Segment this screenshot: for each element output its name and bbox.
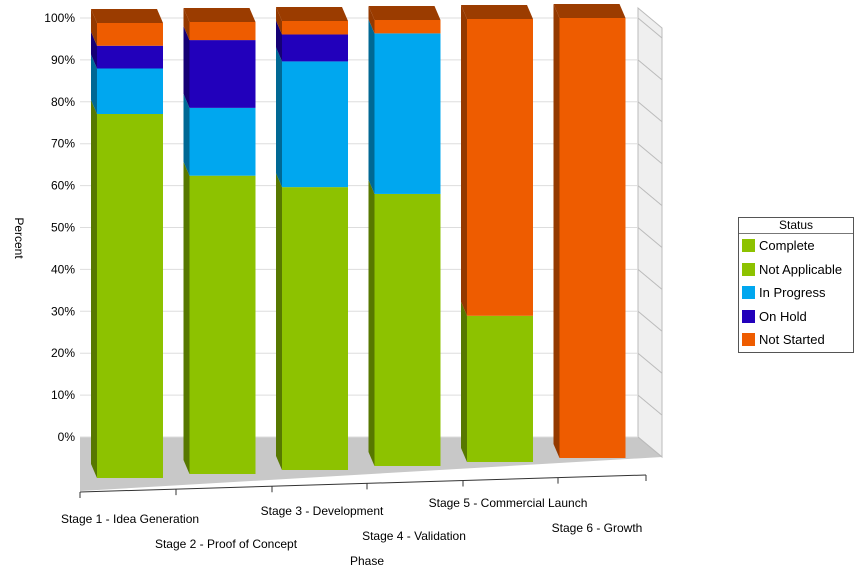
legend-swatch <box>742 239 755 253</box>
x-axis-line <box>79 474 647 493</box>
bar-segment: Stage 1 - Idea Generation — Not Started:… <box>97 23 163 46</box>
legend-label: In Progress <box>759 285 826 301</box>
legend-item-in-progress: In Progress <box>739 281 853 305</box>
bar-side <box>368 19 375 194</box>
bar-top <box>183 8 256 22</box>
x-axis-ticks: Stage 1 - Idea Generation Stage 2 - Proof… <box>61 475 647 551</box>
y-tick-label: 10% <box>51 388 75 402</box>
y-axis-label: Percent <box>12 217 26 259</box>
legend-label: Not Started <box>759 332 825 348</box>
bar-segment: Stage 2 - Proof of Concept — On Hold: 15… <box>189 40 256 108</box>
bar-segment: Stage 2 - Proof of Concept — Not Started… <box>189 22 256 41</box>
y-tick-label: 40% <box>51 262 75 276</box>
bar-segment: Stage 4 - Validation — Not Started: 3% <box>374 20 441 34</box>
legend-item-not-started: Not Started <box>739 328 853 352</box>
y-tick-label: 70% <box>51 137 75 151</box>
gridlines <box>80 17 663 458</box>
bar-side <box>461 301 467 462</box>
bar-side <box>368 179 375 466</box>
bar-segment: Stage 2 - Proof of Concept — In Progress… <box>189 107 256 176</box>
x-tick-label: Stage 5 - Commercial Launch <box>429 496 588 510</box>
y-tick-label: 20% <box>51 346 75 360</box>
legend-item-not-applicable: Not Applicable <box>739 258 853 282</box>
bar-segment: Stage 1 - Idea Generation — Not Applicab… <box>97 114 163 478</box>
bar-segment: Stage 3 - Development — In Progress: 28% <box>282 61 348 188</box>
bar-segment: Stage 1 - Idea Generation — In Progress:… <box>97 68 163 114</box>
legend-swatch <box>742 286 755 300</box>
y-tick-label: 30% <box>51 304 75 318</box>
bar-segment: Stage 1 - Idea Generation — On Hold: 5% <box>97 45 163 69</box>
bar-side <box>276 173 282 470</box>
legend-title: Status <box>739 218 853 234</box>
y-tick-label: 50% <box>51 221 75 235</box>
legend-label: On Hold <box>759 308 807 324</box>
bar-side <box>276 20 282 62</box>
wall-gridline <box>637 17 663 39</box>
bar-segment: Stage 5 - Commercial Launch — Not Starte… <box>467 19 533 316</box>
y-axis-ticks: 0% 10% 20% 30% 40% 50% 60% 70% 80% 90% 100% <box>44 11 75 444</box>
bar-side <box>183 26 190 108</box>
legend-swatch <box>742 262 755 276</box>
bar-top <box>276 7 348 21</box>
bar-side <box>461 5 467 316</box>
bar-side <box>276 47 282 188</box>
bar-segment: Stage 4 - Validation — In Progress: 36% <box>374 33 441 194</box>
y-tick-label: 60% <box>51 179 75 193</box>
legend-item-on-hold: On Hold <box>739 305 853 329</box>
legend: Status Complete Not Applicable In Progre… <box>738 217 854 353</box>
x-tick-label: Stage 4 - Validation <box>362 529 466 543</box>
bar-segment: Stage 3 - Development — Not Started: 3% <box>282 21 348 35</box>
bar-side <box>183 8 190 41</box>
bar-segment: Stage 3 - Development — On Hold: 6% <box>282 34 348 62</box>
bar-side <box>91 31 97 69</box>
bar-segment: Stage 2 - Proof of Concept — Not Applica… <box>189 175 256 474</box>
wall-gridline <box>637 227 663 248</box>
bar-side <box>553 4 560 458</box>
x-tick-label: Stage 2 - Proof of Concept <box>155 537 298 551</box>
bar-side <box>91 100 97 478</box>
bar-segment: Stage 3 - Development — Not Applicable: … <box>282 187 348 470</box>
wall-gridline <box>637 101 663 123</box>
bar-segment: Stage 4 - Validation — Not Applicable: 6… <box>374 193 441 466</box>
y-tick-label: 100% <box>44 11 75 25</box>
x-tick-label: Stage 6 - Growth <box>552 521 643 535</box>
y-tick-label: 90% <box>51 53 75 67</box>
bar-side <box>276 7 282 35</box>
bar-segment: Stage 6 - Growth — Not Started: 100% <box>559 18 626 458</box>
bar-top <box>91 9 163 23</box>
bars: Stage 1 - Idea Generation — Not Applicab… <box>91 4 626 478</box>
wall-gridline <box>637 436 663 458</box>
bar-top <box>368 6 441 20</box>
y-tick-label: 80% <box>51 95 75 109</box>
bar-top <box>553 4 626 18</box>
bar-top <box>461 5 533 19</box>
legend-swatch <box>742 309 755 323</box>
legend-swatch <box>742 333 755 347</box>
wall-gridline <box>637 352 663 374</box>
wall-gridline <box>637 269 663 290</box>
chart-back-wall <box>637 6 663 459</box>
bar-side <box>183 93 190 176</box>
legend-label: Not Applicable <box>759 261 843 277</box>
wall-gridline <box>637 143 663 165</box>
wall-gridline <box>637 310 663 332</box>
bar-segment: Stage 5 - Commercial Launch — Not Applic… <box>467 315 533 462</box>
bar-side <box>91 9 97 46</box>
y-tick-label: 0% <box>58 430 76 444</box>
bar-side <box>368 6 375 34</box>
bar-side <box>183 161 190 474</box>
bar-side <box>91 54 97 114</box>
legend-label: Complete <box>759 238 815 254</box>
x-tick-label: Stage 1 - Idea Generation <box>61 512 199 526</box>
x-tick-label: Stage 3 - Development <box>261 504 384 518</box>
wall-gridline <box>637 394 663 416</box>
wall-gridline <box>637 185 663 206</box>
wall-gridline <box>637 59 663 81</box>
x-axis-label: Phase <box>350 554 384 567</box>
legend-item-complete: Complete <box>739 234 853 258</box>
